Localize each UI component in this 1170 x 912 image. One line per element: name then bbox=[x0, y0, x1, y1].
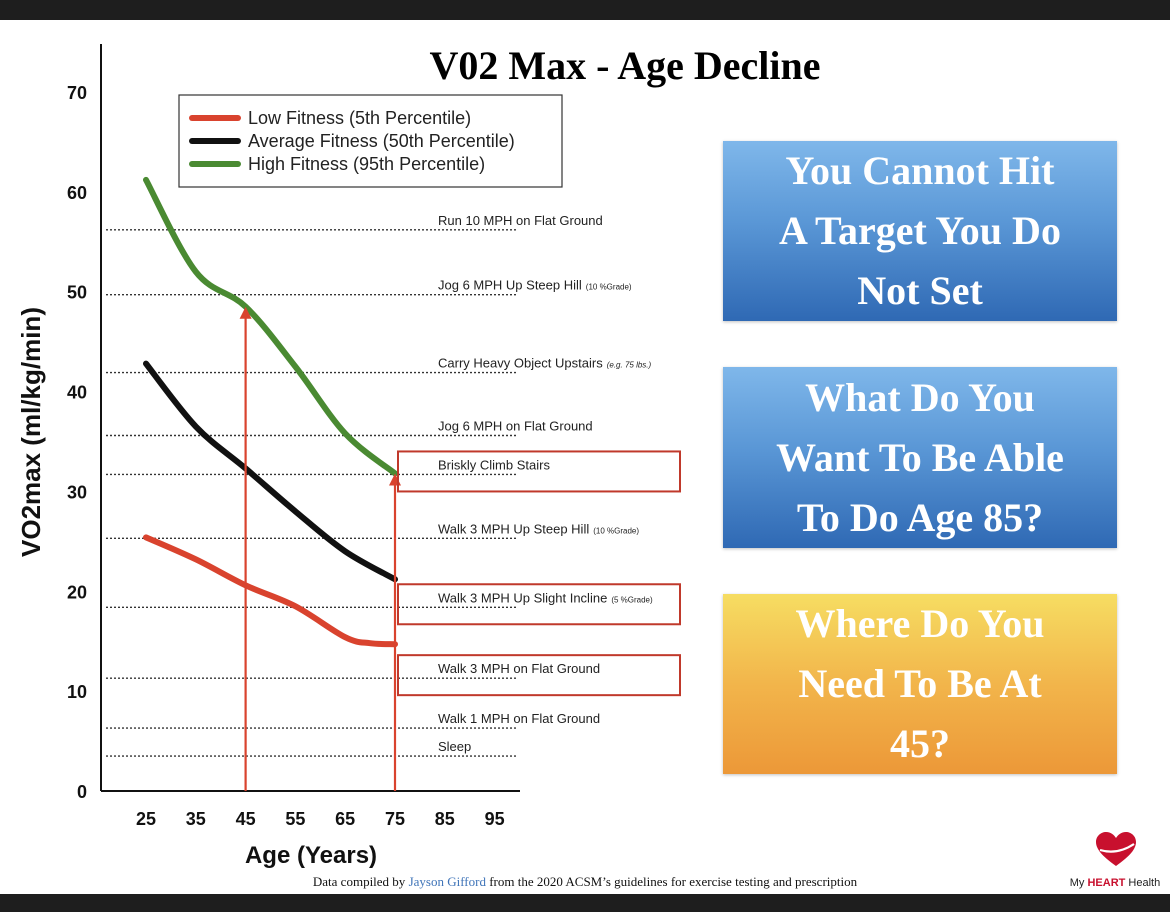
brand-logo: My HEART Health bbox=[1062, 832, 1168, 892]
x-tick-label: 65 bbox=[335, 809, 355, 829]
reference-label: Carry Heavy Object Upstairs (e.g. 75 lbs.… bbox=[438, 356, 652, 371]
callout-line: Want To Be Able bbox=[776, 434, 1064, 480]
highlight-box bbox=[397, 583, 681, 626]
reference-label: Jog 6 MPH on Flat Ground bbox=[438, 419, 593, 434]
footer-author: Jayson Gifford bbox=[408, 874, 486, 889]
highlight-box bbox=[397, 450, 681, 493]
y-tick-label: 0 bbox=[77, 782, 87, 802]
y-tick-label: 10 bbox=[67, 682, 87, 702]
reference-label: Walk 3 MPH Up Slight Incline (5 %Grade) bbox=[438, 590, 653, 605]
reference-label: Walk 3 MPH on Flat Ground bbox=[438, 661, 600, 676]
callout-line: To Do Age 85? bbox=[796, 494, 1044, 540]
brand-prefix: My bbox=[1069, 877, 1088, 889]
legend-box bbox=[178, 94, 563, 188]
source-footer: Data compiled by Jayson Gifford from the… bbox=[240, 874, 930, 890]
reference-label: Briskly Climb Stairs bbox=[438, 457, 550, 472]
reference-label: Jog 6 MPH Up Steep Hill (10 %Grade) bbox=[438, 278, 632, 293]
series-line-2 bbox=[143, 176, 398, 477]
reference-label: Sleep bbox=[438, 739, 471, 754]
series-lines bbox=[143, 176, 398, 648]
x-tick-label: 25 bbox=[136, 809, 156, 829]
legend: Low Fitness (5th Percentile) Average Fitn… bbox=[178, 94, 563, 188]
reference-label: Walk 3 MPH Up Steep Hill (10 %Grade) bbox=[438, 521, 639, 536]
age-markers bbox=[239, 306, 401, 791]
series-line-0 bbox=[143, 534, 398, 648]
heart-icon bbox=[1096, 832, 1136, 866]
callout-line: Not Set bbox=[857, 268, 983, 313]
footer-text-before: Data compiled by bbox=[312, 874, 409, 889]
y-tick-label: 40 bbox=[67, 383, 87, 403]
vo2max-chart: Run 10 MPH on Flat Ground Jog 6 MPH Up St… bbox=[16, 44, 681, 869]
age-marker-arrowhead bbox=[239, 306, 252, 319]
y-tick-label: 30 bbox=[67, 482, 87, 502]
callout-line: What Do You bbox=[805, 374, 1035, 420]
y-tick-label: 20 bbox=[67, 582, 87, 602]
y-tick-label: 70 bbox=[67, 83, 87, 103]
age-marker-arrowhead bbox=[389, 473, 401, 486]
x-tick-label: 95 bbox=[485, 809, 505, 829]
x-tick-label: 75 bbox=[385, 809, 405, 829]
y-tick-label: 60 bbox=[67, 183, 87, 203]
callout-line: 45? bbox=[889, 721, 950, 766]
brand-bold: HEART bbox=[1087, 877, 1126, 889]
reference-lines: Run 10 MPH on Flat Ground Jog 6 MPH Up St… bbox=[106, 213, 653, 757]
callout-line: Where Do You bbox=[795, 601, 1045, 646]
x-tick-label: 85 bbox=[435, 809, 455, 829]
x-tick-label: 35 bbox=[186, 809, 206, 829]
legend-label: High Fitness (95th Percentile) bbox=[248, 154, 485, 174]
series-line-1 bbox=[143, 360, 398, 583]
y-tick-label: 50 bbox=[67, 283, 87, 303]
reference-label: Walk 1 MPH on Flat Ground bbox=[438, 711, 600, 726]
callout-line: You Cannot Hit bbox=[785, 148, 1055, 193]
callout-line: A Target You Do bbox=[779, 208, 1061, 253]
footer-text-after: from the 2020 ACSM’s guidelines for exer… bbox=[485, 874, 858, 889]
reference-label: Run 10 MPH on Flat Ground bbox=[438, 213, 603, 228]
callout-age-85: What Do You Want To Be Able To Do Age 85… bbox=[723, 367, 1117, 548]
x-tick-label: 45 bbox=[236, 809, 256, 829]
brand-name: My HEART Health bbox=[1062, 877, 1168, 889]
slide: V02 Max - Age Decline Run 10 MPH on Flat… bbox=[0, 20, 1170, 894]
highlight-box bbox=[397, 654, 681, 697]
x-axis-title: Age (Years) bbox=[245, 842, 377, 869]
callout-line: Need To Be At bbox=[798, 661, 1042, 706]
callout-target: You Cannot Hit A Target You Do Not Set bbox=[723, 141, 1117, 321]
axes: 0 10 20 30 40 50 60 70 25 35 45 55 65 75 85 95 Age (Year… bbox=[16, 44, 520, 869]
brand-suffix: Health bbox=[1125, 877, 1161, 889]
legend-label: Low Fitness (5th Percentile) bbox=[248, 108, 471, 128]
highlight-boxes bbox=[397, 450, 681, 697]
y-axis-title: VO2max (ml/kg/min) bbox=[16, 307, 46, 557]
legend-label: Average Fitness (50th Percentile) bbox=[248, 131, 515, 151]
callout-age-45: Where Do You Need To Be At 45? bbox=[723, 594, 1117, 774]
chart-title: V02 Max - Age Decline bbox=[429, 43, 821, 88]
x-tick-label: 55 bbox=[285, 809, 305, 829]
